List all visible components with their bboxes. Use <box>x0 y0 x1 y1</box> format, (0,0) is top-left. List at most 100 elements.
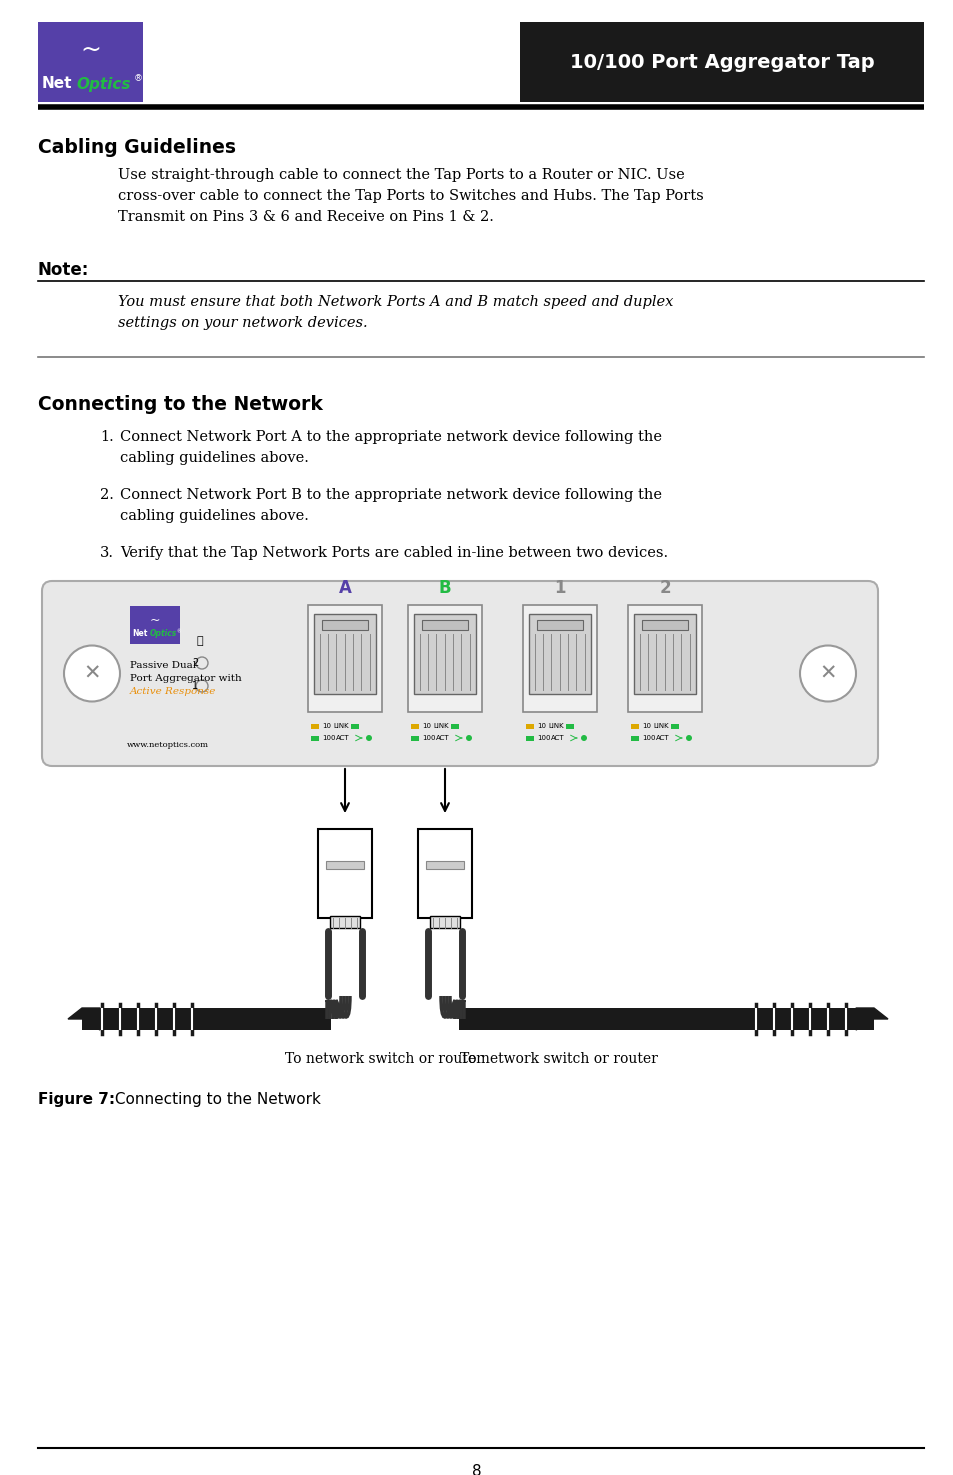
FancyBboxPatch shape <box>322 620 368 630</box>
FancyBboxPatch shape <box>565 724 574 729</box>
Text: Use straight-through cable to connect the Tap Ports to a Router or NIC. Use: Use straight-through cable to connect th… <box>118 168 684 181</box>
FancyBboxPatch shape <box>317 829 372 917</box>
FancyBboxPatch shape <box>529 614 590 695</box>
Text: ~: ~ <box>80 38 101 62</box>
Text: cabling guidelines above.: cabling guidelines above. <box>120 451 309 465</box>
Text: cross-over cable to connect the Tap Ports to Switches and Hubs. The Tap Ports: cross-over cable to connect the Tap Port… <box>118 189 703 204</box>
FancyBboxPatch shape <box>326 861 364 869</box>
Text: Cabling Guidelines: Cabling Guidelines <box>38 139 235 156</box>
FancyBboxPatch shape <box>519 22 923 102</box>
Text: 8: 8 <box>472 1465 481 1475</box>
Text: ~: ~ <box>150 614 160 627</box>
Text: LINK: LINK <box>433 723 448 729</box>
Text: 10: 10 <box>421 723 431 729</box>
Text: Net: Net <box>132 630 147 639</box>
FancyBboxPatch shape <box>82 1007 331 1030</box>
Text: 2.: 2. <box>100 488 113 502</box>
Polygon shape <box>855 1007 887 1030</box>
Text: 100: 100 <box>322 735 335 740</box>
Text: www.netoptics.com: www.netoptics.com <box>127 740 209 749</box>
Text: ✕: ✕ <box>83 664 101 683</box>
FancyBboxPatch shape <box>525 724 534 729</box>
Text: 10: 10 <box>537 723 545 729</box>
Text: ACT: ACT <box>436 735 449 740</box>
Text: ACT: ACT <box>551 735 564 740</box>
FancyBboxPatch shape <box>38 22 143 102</box>
FancyBboxPatch shape <box>417 829 472 917</box>
Text: settings on your network devices.: settings on your network devices. <box>118 316 367 330</box>
Circle shape <box>366 735 372 740</box>
Text: ✕: ✕ <box>819 664 836 683</box>
Text: Verify that the Tap Network Ports are cabled in-line between two devices.: Verify that the Tap Network Ports are ca… <box>120 546 667 560</box>
Text: ACT: ACT <box>656 735 669 740</box>
Text: LINK: LINK <box>333 723 348 729</box>
Text: 10: 10 <box>641 723 650 729</box>
Text: 1: 1 <box>554 580 565 597</box>
Text: Connect Network Port A to the appropriate network device following the: Connect Network Port A to the appropriat… <box>120 431 661 444</box>
FancyBboxPatch shape <box>430 916 459 928</box>
Text: 1: 1 <box>192 681 198 690</box>
Text: Transmit on Pins 3 & 6 and Receive on Pins 1 & 2.: Transmit on Pins 3 & 6 and Receive on Pi… <box>118 209 494 224</box>
FancyBboxPatch shape <box>311 724 318 729</box>
Text: Port Aggregator with: Port Aggregator with <box>130 674 241 683</box>
FancyBboxPatch shape <box>426 861 463 869</box>
FancyBboxPatch shape <box>408 605 481 712</box>
FancyBboxPatch shape <box>627 605 701 712</box>
Polygon shape <box>68 1007 100 1030</box>
FancyBboxPatch shape <box>537 620 582 630</box>
Text: Passive Dual: Passive Dual <box>130 661 196 670</box>
FancyBboxPatch shape <box>525 736 534 740</box>
Text: 2: 2 <box>659 580 670 597</box>
Text: 1.: 1. <box>100 431 113 444</box>
Text: Active Response: Active Response <box>130 687 216 696</box>
Circle shape <box>685 735 691 740</box>
Text: ⏻: ⏻ <box>196 636 203 646</box>
FancyBboxPatch shape <box>314 614 375 695</box>
FancyBboxPatch shape <box>130 606 180 645</box>
FancyBboxPatch shape <box>451 724 458 729</box>
FancyBboxPatch shape <box>670 724 679 729</box>
FancyBboxPatch shape <box>311 736 318 740</box>
Text: To network switch or router: To network switch or router <box>285 1052 482 1066</box>
Text: 2: 2 <box>192 658 198 668</box>
Text: A: A <box>338 580 351 597</box>
FancyBboxPatch shape <box>351 724 358 729</box>
FancyBboxPatch shape <box>630 736 639 740</box>
Circle shape <box>64 646 120 702</box>
FancyBboxPatch shape <box>308 605 381 712</box>
Circle shape <box>465 735 472 740</box>
FancyBboxPatch shape <box>458 1007 873 1030</box>
FancyBboxPatch shape <box>414 614 476 695</box>
Text: Connect Network Port B to the appropriate network device following the: Connect Network Port B to the appropriat… <box>120 488 661 502</box>
FancyBboxPatch shape <box>411 736 418 740</box>
Text: Note:: Note: <box>38 261 90 279</box>
Text: Figure 7:: Figure 7: <box>38 1092 115 1108</box>
Text: ®: ® <box>175 630 180 634</box>
Text: ACT: ACT <box>335 735 349 740</box>
FancyBboxPatch shape <box>42 581 877 766</box>
Text: 3.: 3. <box>100 546 113 560</box>
FancyBboxPatch shape <box>522 605 597 712</box>
Text: Connecting to the Network: Connecting to the Network <box>38 395 322 414</box>
Circle shape <box>800 646 855 702</box>
Text: 100: 100 <box>537 735 550 740</box>
FancyBboxPatch shape <box>411 724 418 729</box>
Circle shape <box>580 735 586 740</box>
Text: LINK: LINK <box>652 723 668 729</box>
FancyBboxPatch shape <box>630 724 639 729</box>
Text: Optics: Optics <box>150 630 177 639</box>
FancyBboxPatch shape <box>641 620 687 630</box>
Text: Optics: Optics <box>76 77 131 91</box>
Text: 100: 100 <box>641 735 655 740</box>
Text: LINK: LINK <box>547 723 563 729</box>
Text: 10/100 Port Aggregator Tap: 10/100 Port Aggregator Tap <box>569 53 873 71</box>
FancyBboxPatch shape <box>634 614 696 695</box>
Text: Connecting to the Network: Connecting to the Network <box>110 1092 320 1108</box>
Text: You must ensure that both Network Ports A and B match speed and duplex: You must ensure that both Network Ports … <box>118 295 673 308</box>
Text: Net: Net <box>42 77 72 91</box>
Text: 100: 100 <box>421 735 435 740</box>
Text: cabling guidelines above.: cabling guidelines above. <box>120 509 309 524</box>
FancyBboxPatch shape <box>330 916 359 928</box>
Text: To network switch or router: To network switch or router <box>459 1052 658 1066</box>
FancyBboxPatch shape <box>421 620 468 630</box>
